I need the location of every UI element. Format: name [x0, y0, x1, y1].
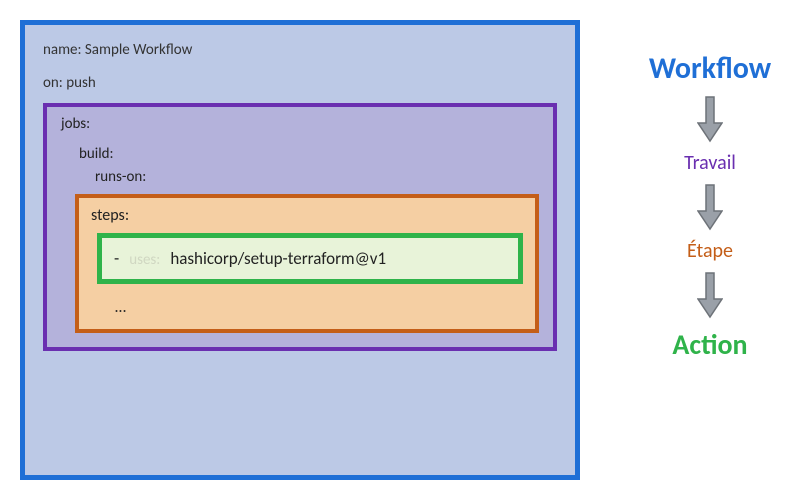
yaml-dash: - [114, 248, 119, 269]
steps-ellipsis: … [115, 298, 523, 317]
jobs-box: jobs: build: runs-on: steps: - uses: has… [43, 103, 557, 351]
workflow-on-line: on: push [43, 70, 557, 97]
workflow-name-line: name: Sample Workflow [43, 37, 557, 64]
workflow-box: name: Sample Workflow on: push jobs: bui… [20, 20, 580, 480]
legend-action: Action [672, 327, 747, 362]
arrow-down-icon [697, 95, 723, 143]
runs-on-label: runs-on: [79, 166, 539, 189]
jobs-label: jobs: [61, 115, 539, 133]
action-ref: hashicorp/setup-terraform@v1 [170, 248, 386, 269]
build-label: build: [79, 143, 539, 166]
arrow-down-icon [697, 183, 723, 231]
job-build: build: runs-on: [61, 143, 539, 188]
legend-travail: Travail [684, 151, 736, 175]
action-box: - uses: hashicorp/setup-terraform@v1 [97, 233, 523, 284]
steps-label: steps: [91, 206, 523, 225]
legend-etape: Étape [687, 239, 733, 263]
legend-column: Workflow Travail Étape Action [620, 50, 800, 362]
legend-workflow: Workflow [649, 50, 771, 87]
arrow-down-icon [697, 271, 723, 319]
uses-label: uses: [129, 251, 160, 269]
diagram-left: name: Sample Workflow on: push jobs: bui… [20, 20, 580, 480]
steps-box: steps: - uses: hashicorp/setup-terraform… [75, 194, 539, 333]
